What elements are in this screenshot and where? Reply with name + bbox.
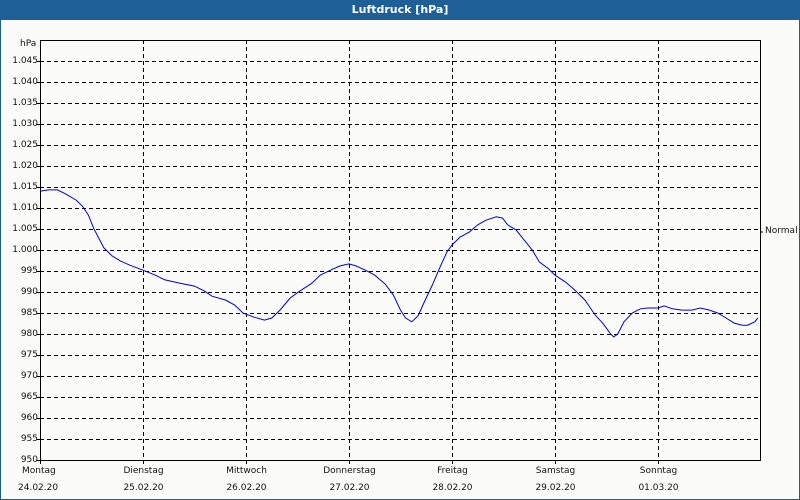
y-tick-label: 1.045 bbox=[12, 55, 38, 66]
x-tick-day: Mittwoch bbox=[226, 466, 267, 476]
x-tick-day: Dienstag bbox=[123, 466, 164, 476]
plot-frame bbox=[40, 40, 761, 461]
y-tick-label: 1.010 bbox=[12, 202, 38, 213]
y-tick-label: 995 bbox=[20, 265, 38, 276]
y-tick-label: 1.035 bbox=[12, 97, 38, 108]
y-axis-unit: hPa bbox=[20, 39, 37, 49]
x-tick-date: 29.02.20 bbox=[535, 483, 576, 493]
y-tick-label: 1.020 bbox=[12, 160, 38, 171]
x-tick-date: 01.03.20 bbox=[638, 483, 679, 493]
y-tick-label: 955 bbox=[20, 433, 38, 444]
y-tick-label: 975 bbox=[20, 349, 38, 360]
normal-annotation: Normal bbox=[765, 226, 798, 236]
y-tick-label: 1.000 bbox=[12, 244, 38, 255]
x-tick-date: 25.02.20 bbox=[123, 483, 164, 493]
y-tick-label: 950 bbox=[20, 454, 38, 465]
x-tick-day: Sonntag bbox=[639, 466, 678, 476]
x-tick-day: Freitag bbox=[437, 466, 468, 476]
gridlines bbox=[37, 40, 760, 464]
x-tick-day: Samstag bbox=[535, 466, 576, 476]
x-tick-date: 27.02.20 bbox=[329, 483, 370, 493]
y-tick-label: 965 bbox=[20, 391, 38, 402]
y-tick-label: 980 bbox=[20, 328, 38, 339]
x-tick-date: 24.02.20 bbox=[18, 483, 59, 493]
y-tick-label: 1.030 bbox=[12, 118, 38, 129]
y-tick-label: 970 bbox=[20, 370, 38, 381]
pressure-line bbox=[39, 189, 759, 338]
x-tick-date: 28.02.20 bbox=[432, 483, 473, 493]
y-tick-label: 1.015 bbox=[12, 181, 38, 192]
y-tick-label: 960 bbox=[20, 412, 38, 423]
x-tick-day: Donnerstag bbox=[323, 466, 376, 476]
y-tick-label: 1.005 bbox=[12, 223, 38, 234]
x-tick-date: 26.02.20 bbox=[226, 483, 267, 493]
y-tick-label: 990 bbox=[20, 286, 38, 297]
y-tick-label: 1.025 bbox=[12, 139, 38, 150]
chart-title: Luftdruck [hPa] bbox=[0, 0, 800, 20]
y-tick-label: 985 bbox=[20, 307, 38, 318]
x-tick-day: Montag bbox=[22, 466, 56, 476]
y-tick-label: 1.040 bbox=[12, 76, 38, 87]
